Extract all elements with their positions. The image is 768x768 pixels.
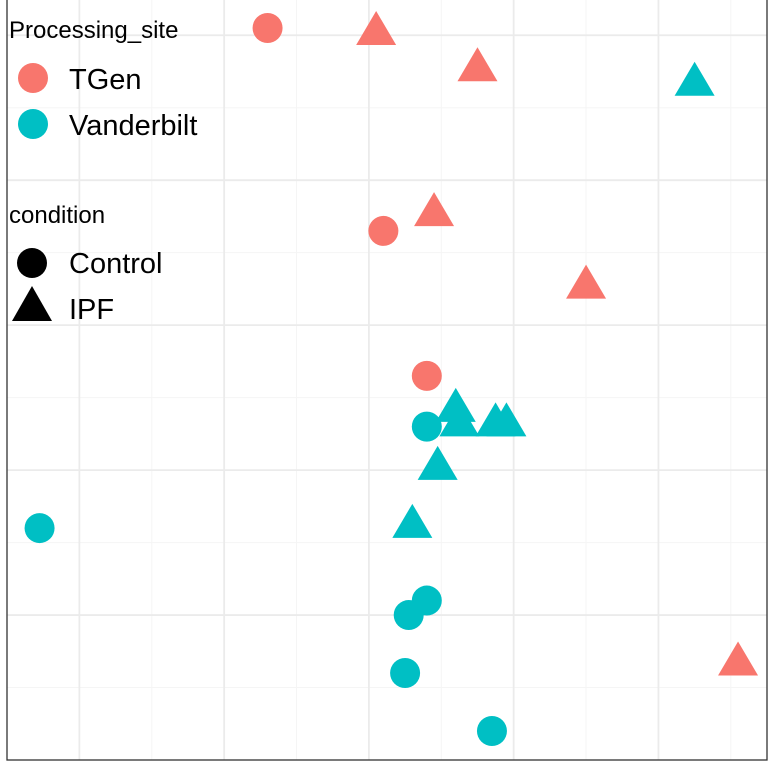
legend-condition-title: condition bbox=[9, 202, 105, 229]
data-points bbox=[24, 10, 759, 747]
data-point-vanderbilt-ipf bbox=[486, 402, 527, 437]
data-point-tgen-ipf bbox=[457, 47, 498, 82]
legend-key-control-circle-icon bbox=[17, 248, 47, 278]
data-point-tgen-ipf bbox=[566, 264, 607, 299]
data-point-vanderbilt-control bbox=[390, 658, 421, 689]
legend-key-vanderbilt-icon bbox=[18, 109, 48, 139]
panel-border bbox=[6, 0, 768, 761]
data-point-tgen-control bbox=[368, 215, 399, 246]
legend: Processing_site TGen Vanderbilt conditio… bbox=[9, 17, 197, 326]
legend-site-title: Processing_site bbox=[9, 17, 178, 44]
legend-key-ipf-triangle-icon bbox=[12, 286, 52, 321]
data-point-tgen-control bbox=[411, 360, 442, 391]
data-point-vanderbilt-ipf bbox=[674, 61, 715, 96]
data-point-vanderbilt-ipf bbox=[392, 503, 433, 538]
data-point-tgen-control bbox=[252, 12, 283, 43]
data-point-tgen-ipf bbox=[718, 641, 759, 676]
legend-label-ipf: IPF bbox=[69, 294, 114, 326]
data-point-tgen-ipf bbox=[414, 192, 455, 227]
data-point-vanderbilt-control bbox=[24, 513, 55, 544]
legend-label-control: Control bbox=[69, 248, 163, 280]
grid-major bbox=[7, 0, 767, 760]
data-point-vanderbilt-ipf bbox=[417, 445, 458, 480]
legend-key-tgen-icon bbox=[18, 63, 48, 93]
data-point-vanderbilt-control bbox=[476, 716, 507, 747]
data-point-vanderbilt-control bbox=[393, 600, 424, 631]
data-point-vanderbilt-control bbox=[411, 411, 442, 442]
legend-label-vanderbilt: Vanderbilt bbox=[69, 110, 197, 142]
legend-label-tgen: TGen bbox=[69, 64, 142, 96]
data-point-vanderbilt-ipf bbox=[439, 402, 480, 437]
grid-minor bbox=[6, 0, 767, 760]
data-point-tgen-ipf bbox=[356, 10, 397, 45]
